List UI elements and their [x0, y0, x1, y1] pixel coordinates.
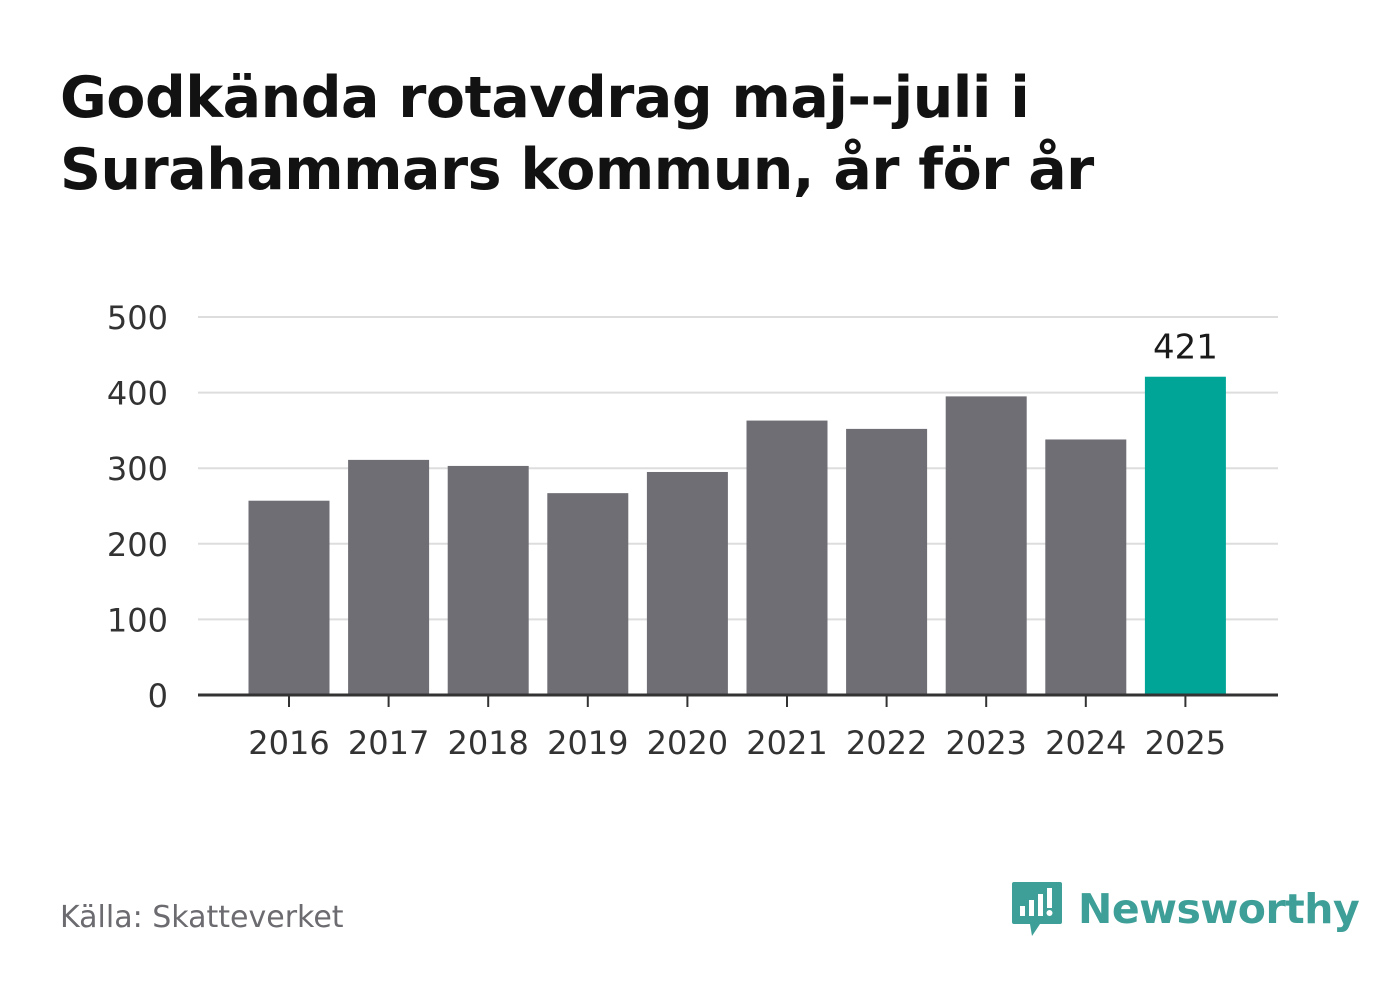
y-tick-label-100: 100 — [107, 601, 168, 639]
y-tick-label-0: 0 — [148, 677, 168, 715]
x-tick-label-2018: 2018 — [447, 724, 528, 762]
y-tick-label-200: 200 — [107, 526, 168, 564]
bar-2017 — [348, 459, 430, 695]
brand-name: Newsworthy — [1078, 885, 1360, 933]
x-tick-label-2022: 2022 — [846, 724, 927, 762]
data-label-2025: 421 — [1153, 328, 1218, 368]
bar-2020 — [646, 471, 728, 695]
newsworthy-logo: Newsworthy — [1010, 878, 1360, 940]
x-tick-label-2021: 2021 — [746, 724, 827, 762]
x-tick-label-2016: 2016 — [248, 724, 329, 762]
source-note: Källa: Skatteverket — [60, 900, 344, 935]
x-tick-label-2025: 2025 — [1145, 724, 1226, 762]
bar-2021 — [746, 420, 828, 695]
x-tick-label-2024: 2024 — [1045, 724, 1126, 762]
x-tick-label-2019: 2019 — [547, 724, 628, 762]
bar-2024 — [1045, 439, 1127, 695]
bar-2018 — [447, 465, 529, 695]
bar-2023 — [945, 396, 1027, 695]
chart-title: Godkända rotavdrag maj--juli i Surahamma… — [60, 65, 1094, 203]
y-tick-label-500: 500 — [107, 299, 168, 337]
x-tick-label-2020: 2020 — [647, 724, 728, 762]
y-tick-label-300: 300 — [107, 450, 168, 488]
bar-2025 — [1144, 376, 1226, 695]
bar-2016 — [248, 500, 330, 695]
x-tick-label-2017: 2017 — [348, 724, 429, 762]
y-tick-label-400: 400 — [107, 375, 168, 413]
bar-2019 — [547, 493, 629, 695]
bar-2022 — [846, 428, 928, 695]
bar-chart: 0 100 200 300 400 500 2016 2017 2018 2019 2020 2021… — [107, 299, 1278, 762]
x-tick-label-2023: 2023 — [945, 724, 1026, 762]
newsworthy-logo-icon — [1012, 882, 1062, 936]
